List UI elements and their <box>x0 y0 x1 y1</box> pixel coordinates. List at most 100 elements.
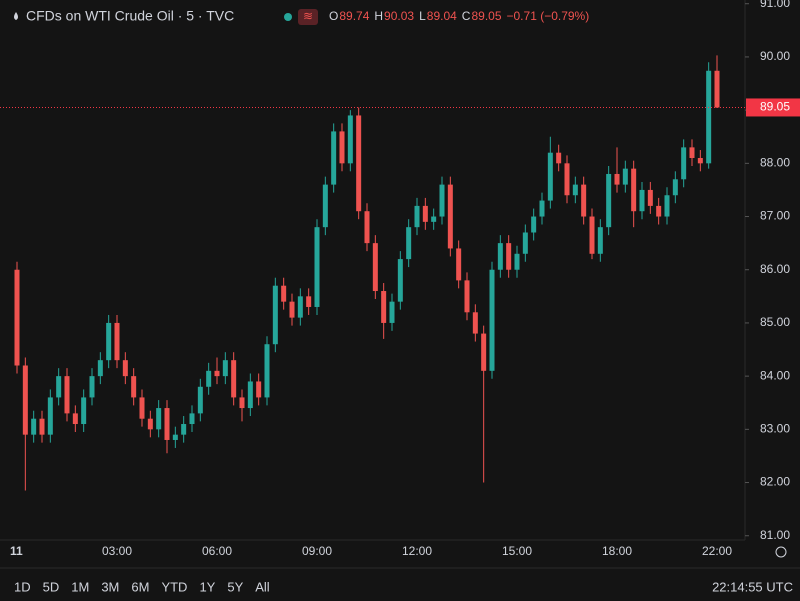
legend-header: CFDs on WTI Crude Oil · 5 · TVC ≋ O 89.74… <box>14 8 589 25</box>
candle-body <box>389 301 395 323</box>
y-tick-label: 84.00 <box>760 368 790 382</box>
candle-body <box>406 227 412 260</box>
candle-body <box>39 418 45 435</box>
last-price-tag <box>746 98 800 117</box>
x-tick-label: 11 <box>10 544 23 558</box>
range-button[interactable]: 1D <box>14 579 31 594</box>
candle-body <box>639 189 645 212</box>
candle-body <box>164 408 170 440</box>
range-button[interactable]: All <box>255 579 270 594</box>
candle-body <box>89 376 95 398</box>
candle-body <box>289 301 295 318</box>
candle-body <box>572 184 578 196</box>
candle-body <box>281 285 287 302</box>
candle-body <box>197 386 203 414</box>
ohlc-value: 89.05 <box>471 9 501 23</box>
settings-icon[interactable] <box>775 546 787 558</box>
candle-body <box>14 269 20 366</box>
candle-body <box>156 408 162 430</box>
y-tick-label: 90.00 <box>760 49 790 63</box>
settings[interactable] <box>775 546 787 558</box>
candle-body <box>714 70 720 108</box>
candle-body <box>539 200 545 217</box>
y-tick-label: 88.00 <box>760 156 790 170</box>
candle-body <box>472 312 478 334</box>
candle-body <box>489 269 495 371</box>
candle-body <box>522 232 528 254</box>
range-button[interactable]: 5D <box>43 579 60 594</box>
candle-body <box>147 418 153 430</box>
ohlc-value: 90.03 <box>384 9 414 23</box>
candle-body <box>122 360 128 377</box>
candle-body <box>422 205 428 222</box>
ohlc-label: H <box>374 9 383 23</box>
candle-body <box>447 184 453 249</box>
candle-body <box>372 243 378 292</box>
x-tick-label: 18:00 <box>602 544 632 558</box>
candle-body <box>597 227 603 254</box>
candle-body <box>414 205 420 228</box>
candle-body <box>547 152 553 201</box>
symbol-icon <box>14 12 18 20</box>
y-tick-label: 82.00 <box>760 475 790 489</box>
range-button[interactable]: 3M <box>101 579 119 594</box>
y-tick-label: 83.00 <box>760 422 790 436</box>
symbol-title: CFDs on WTI Crude Oil · 5 · TVC <box>26 8 234 24</box>
candle-body <box>664 195 670 217</box>
candle-body <box>456 248 462 281</box>
candle-body <box>264 344 270 398</box>
candle-body <box>564 163 570 196</box>
candle-body <box>697 158 703 164</box>
candle-body <box>114 322 120 361</box>
y-tick-label: 85.00 <box>760 315 790 329</box>
status-dot <box>284 13 292 21</box>
candle-body <box>614 173 620 185</box>
candle-body <box>439 184 445 217</box>
candle-body <box>631 168 637 212</box>
y-tick-label: 87.00 <box>760 209 790 223</box>
x-tick-label: 12:00 <box>402 544 432 558</box>
candle-body <box>497 243 503 270</box>
candle-body <box>681 147 687 180</box>
candle-body <box>339 131 345 164</box>
candle-body <box>222 360 228 377</box>
y-tick-label: 91.00 <box>760 0 790 10</box>
candle-body <box>606 173 612 228</box>
candle-body <box>56 376 62 398</box>
candle-body <box>622 168 628 185</box>
candle-body <box>647 189 653 206</box>
candle-body <box>22 365 28 435</box>
candle-body <box>556 152 562 164</box>
range-button[interactable]: 5Y <box>227 579 243 594</box>
flag-button[interactable] <box>298 9 318 25</box>
y-tick-label: 86.00 <box>760 262 790 276</box>
candle-body <box>514 253 520 270</box>
x-tick-label: 03:00 <box>102 544 132 558</box>
x-tick-label: 15:00 <box>502 544 532 558</box>
candle-body <box>431 216 437 222</box>
candle-body <box>64 376 70 414</box>
candle-body <box>72 413 78 425</box>
range-button[interactable]: 1Y <box>199 579 215 594</box>
candle-body <box>172 434 178 440</box>
range-button[interactable]: 6M <box>131 579 149 594</box>
candle-body <box>139 397 145 419</box>
candle-body <box>106 322 112 361</box>
candle-body <box>272 285 278 345</box>
range-button[interactable]: YTD <box>161 579 187 594</box>
candle-body <box>672 179 678 196</box>
range-button[interactable]: 1M <box>71 579 89 594</box>
candle-body <box>322 184 328 228</box>
last-price-label: 89.05 <box>760 100 790 114</box>
candle-body <box>81 397 87 425</box>
candle-body <box>531 216 537 233</box>
candle-body <box>506 243 512 270</box>
x-tick-label: 22:00 <box>702 544 732 558</box>
ohlc-value: 89.74 <box>339 9 369 23</box>
clock: 22:14:55 UTC <box>712 579 793 594</box>
candle-body <box>656 205 662 217</box>
ohlc-label: O <box>329 9 338 23</box>
candle-body <box>256 381 262 398</box>
